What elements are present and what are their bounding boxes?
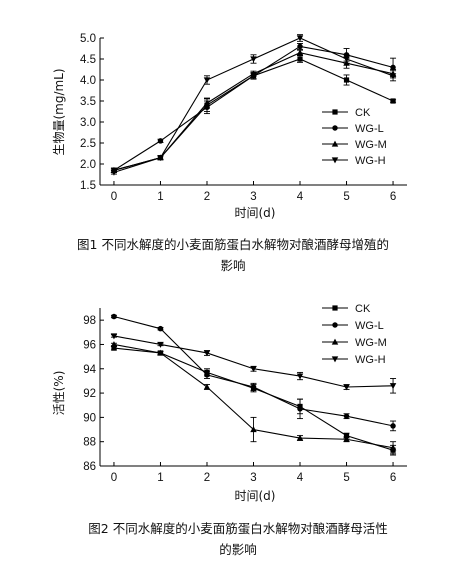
y-tick-label: 96 xyxy=(83,339,96,351)
data-point-wg-l xyxy=(204,372,210,378)
legend-marker-wg-m xyxy=(331,140,339,147)
data-point-wg-l xyxy=(157,138,164,144)
legend-label-wg-m: WG-M xyxy=(355,139,387,151)
data-point-wg-m xyxy=(296,434,304,441)
chart-2-y-axis-label: 活性(%) xyxy=(52,371,66,416)
y-tick-label: 3.0 xyxy=(80,117,96,129)
chart-1-x-axis-label: 时间(d) xyxy=(235,206,276,220)
data-point-wg-m xyxy=(110,341,118,348)
data-point-wg-h xyxy=(389,383,397,390)
legend-label-wg-l: WG-L xyxy=(355,123,384,135)
y-tick-label: 94 xyxy=(83,364,96,376)
data-point-wg-h xyxy=(110,169,118,176)
x-tick-label: 3 xyxy=(250,472,256,484)
x-tick-label: 1 xyxy=(157,472,163,484)
x-tick-label: 4 xyxy=(297,472,304,484)
data-point-ck xyxy=(111,345,117,351)
chart-2-x-axis-label: 时间(d) xyxy=(235,489,276,503)
y-tick-label: 4.5 xyxy=(80,54,96,66)
data-point-wg-h xyxy=(343,56,350,63)
y-tick-label: 92 xyxy=(83,388,96,400)
x-tick-label: 5 xyxy=(343,472,349,484)
chart-1-caption-line-2: 影响 xyxy=(220,258,245,273)
y-tick-label: 4.0 xyxy=(80,75,96,87)
y-tick-label: 1.5 xyxy=(80,180,96,192)
y-tick-label: 90 xyxy=(83,412,96,424)
data-point-wg-h xyxy=(343,384,350,391)
legend-label-ck: CK xyxy=(355,107,371,119)
chart-1-biomass: 生物量(mg/mL) 时间(d) 图1 不同水解度的小麦面筋蛋白水解物对酿酒酵母… xyxy=(52,33,407,273)
y-tick-label: 3.5 xyxy=(80,96,96,108)
data-point-wg-h xyxy=(110,333,118,340)
data-point-wg-l xyxy=(297,406,303,412)
data-point-wg-m xyxy=(343,435,350,442)
chart-2-activity: 活性(%) 时间(d) 图2 不同水解度的小麦面筋蛋白水解物对酿酒酵母活性 的影… xyxy=(52,303,407,557)
legend-marker-wg-m xyxy=(331,338,339,345)
x-tick-label: 3 xyxy=(250,191,256,203)
legend-marker-ck xyxy=(332,109,338,115)
legend-marker-wg-h xyxy=(331,157,339,164)
data-point-wg-m xyxy=(389,444,397,451)
x-tick-label: 1 xyxy=(157,191,163,203)
legend-marker-ck xyxy=(332,305,338,311)
data-point-wg-m xyxy=(296,49,304,56)
x-tick-label: 0 xyxy=(111,472,117,484)
chart-2-caption-line-2: 的影响 xyxy=(219,542,257,557)
legend-marker-wg-h xyxy=(331,356,339,363)
data-point-wg-m xyxy=(157,349,164,356)
data-point-wg-l xyxy=(390,423,396,429)
chart-1-y-axis-label: 生物量(mg/mL) xyxy=(52,68,66,155)
data-point-wg-h xyxy=(389,73,397,80)
data-point-wg-h xyxy=(157,155,164,162)
data-point-wg-m xyxy=(250,70,257,77)
x-tick-label: 2 xyxy=(204,472,210,484)
y-tick-label: 86 xyxy=(83,461,96,473)
data-point-ck xyxy=(390,98,396,104)
data-point-wg-h xyxy=(157,341,164,348)
data-point-wg-m xyxy=(203,99,211,106)
x-tick-label: 0 xyxy=(111,191,117,203)
x-tick-label: 6 xyxy=(390,191,396,203)
x-tick-label: 6 xyxy=(390,472,396,484)
data-point-wg-h xyxy=(296,35,304,42)
data-point-ck xyxy=(343,433,350,439)
data-point-wg-h xyxy=(250,56,257,63)
x-tick-label: 4 xyxy=(297,191,304,203)
data-point-wg-l xyxy=(250,384,257,390)
legend-label-wg-h: WG-H xyxy=(355,155,386,167)
legend-marker-wg-l xyxy=(332,125,338,131)
data-point-wg-l xyxy=(297,43,303,50)
data-point-wg-h xyxy=(250,366,257,373)
y-tick-label: 98 xyxy=(83,315,96,327)
x-tick-label: 5 xyxy=(343,191,349,203)
legend-label-wg-h: WG-H xyxy=(355,354,386,366)
legend-marker-wg-l xyxy=(332,322,338,328)
chart-1-caption-line-1: 图1 不同水解度的小麦面筋蛋白水解物对酿酒酵母增殖的 xyxy=(77,237,389,252)
y-tick-label: 2.0 xyxy=(80,159,96,171)
data-point-ck xyxy=(297,56,303,62)
data-point-ck xyxy=(343,77,350,83)
legend-label-ck: CK xyxy=(355,303,371,315)
data-point-wg-l xyxy=(343,413,350,419)
data-point-wg-l xyxy=(111,313,117,320)
x-tick-label: 2 xyxy=(204,191,210,203)
legend-label-wg-l: WG-L xyxy=(355,320,384,332)
data-point-wg-l xyxy=(157,325,164,332)
data-point-wg-m xyxy=(203,383,211,390)
y-tick-label: 2.5 xyxy=(80,138,96,150)
data-point-wg-h xyxy=(203,350,211,357)
data-point-wg-h xyxy=(296,373,304,380)
data-point-wg-m xyxy=(250,426,257,433)
chart-2-caption-line-1: 图2 不同水解度的小麦面筋蛋白水解物对酿酒酵母活性 xyxy=(88,521,387,536)
legend-label-wg-m: WG-M xyxy=(355,337,387,349)
y-tick-label: 88 xyxy=(83,437,96,449)
y-tick-label: 5.0 xyxy=(80,33,96,45)
data-point-wg-h xyxy=(203,77,211,84)
data-point-wg-l xyxy=(390,64,396,71)
